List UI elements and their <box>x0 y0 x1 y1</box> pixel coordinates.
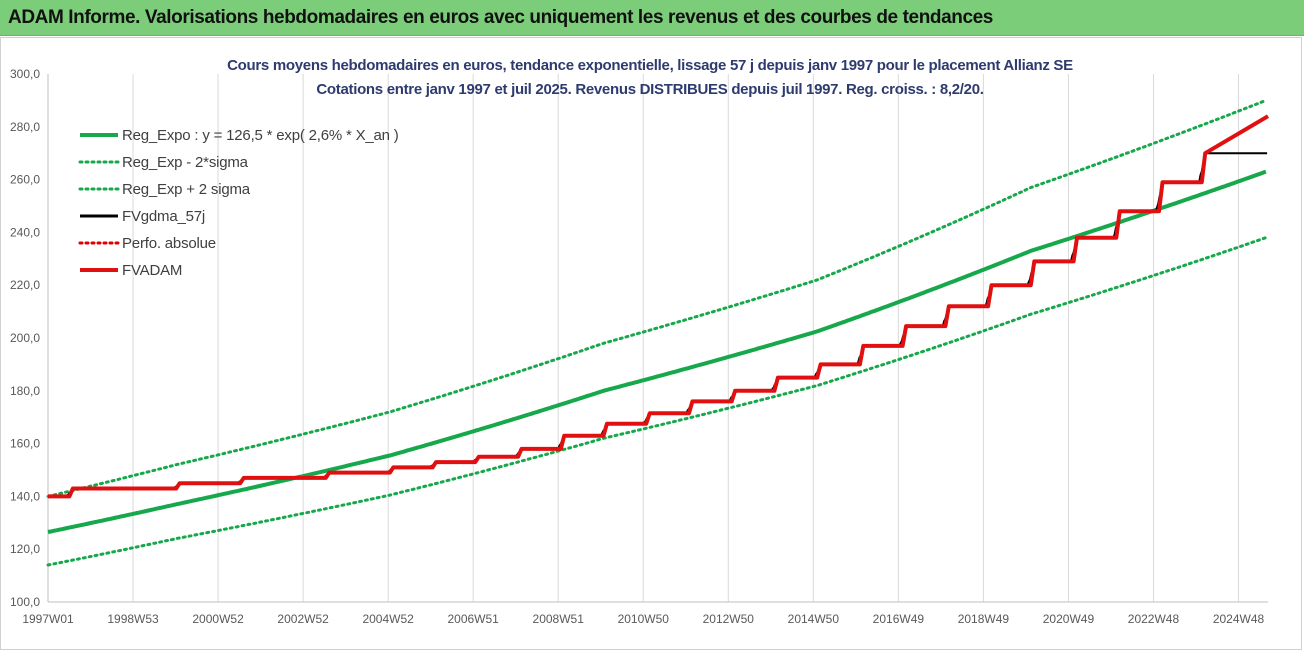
y-tick-label: 280,0 <box>10 120 40 134</box>
x-tick-label: 2014W50 <box>788 612 840 626</box>
valuation-line-chart: 100,0 120,0 140,0 160,0 180,0 200,0 220,0 240,0… <box>10 57 1270 626</box>
y-tick-label: 220,0 <box>10 278 40 292</box>
x-tick-label: 2006W51 <box>447 612 499 626</box>
banner-title: ADAM Informe. Valorisations hebdomadaire… <box>8 7 993 28</box>
y-tick-label: 100,0 <box>10 595 40 609</box>
x-tick-labels: 1997W01 1998W53 2000W52 2002W52 2004W52 2006W… <box>22 612 1264 626</box>
series-line <box>47 169 1267 534</box>
x-tick-label: 2010W50 <box>618 612 670 626</box>
legend-label: Reg_Exp - 2*sigma <box>122 154 249 171</box>
chart-area <box>0 37 1302 650</box>
y-tick-label: 200,0 <box>10 331 40 345</box>
series-line <box>46 236 1268 567</box>
axes <box>47 74 1268 603</box>
x-tick-label: 1997W01 <box>22 612 74 626</box>
legend-label: Perfo. absolue <box>122 235 216 252</box>
report-banner: ADAM Informe. Valorisations hebdomadaire… <box>0 0 1304 36</box>
x-tick-label: 2016W49 <box>873 612 925 626</box>
legend-label: FVgdma_57j <box>122 208 205 225</box>
y-tick-label: 140,0 <box>10 489 40 503</box>
y-tick-label: 240,0 <box>10 225 40 239</box>
chart-title-line1: Cours moyens hebdomadaires en euros, ten… <box>227 57 1073 74</box>
x-tick-label: 2012W50 <box>703 612 755 626</box>
y-tick-label: 120,0 <box>10 542 40 556</box>
chart-title-line2: Cotations entre janv 1997 et juil 2025. … <box>316 81 983 98</box>
legend-label: Reg_Expo : y = 126,5 * exp( 2,6% * X_an … <box>122 127 399 144</box>
y-tick-label: 260,0 <box>10 173 40 187</box>
x-tick-label: 2024W48 <box>1213 612 1265 626</box>
x-tick-label: 2004W52 <box>362 612 414 626</box>
series-line <box>48 152 1268 498</box>
y-tick-label: 180,0 <box>10 384 40 398</box>
legend: Reg_Expo : y = 126,5 * exp( 2,6% * X_an … <box>78 127 399 279</box>
x-tick-label: 2002W52 <box>277 612 329 626</box>
y-tick-label: 160,0 <box>10 437 40 451</box>
x-tick-label: 2020W49 <box>1043 612 1095 626</box>
y-tick-label: 300,0 <box>10 67 40 81</box>
series-lines <box>46 98 1270 567</box>
series-line <box>46 98 1268 498</box>
x-tick-label: 2022W48 <box>1128 612 1180 626</box>
legend-label: FVADAM <box>122 262 182 279</box>
series-line <box>48 114 1270 499</box>
x-tick-label: 1998W53 <box>107 612 159 626</box>
x-tick-label: 2008W51 <box>533 612 585 626</box>
legend-label: Reg_Exp + 2 sigma <box>122 181 251 198</box>
y-tick-labels: 100,0 120,0 140,0 160,0 180,0 200,0 220,0 240,0… <box>10 67 40 609</box>
x-tick-label: 2000W52 <box>192 612 244 626</box>
x-tick-label: 2018W49 <box>958 612 1010 626</box>
